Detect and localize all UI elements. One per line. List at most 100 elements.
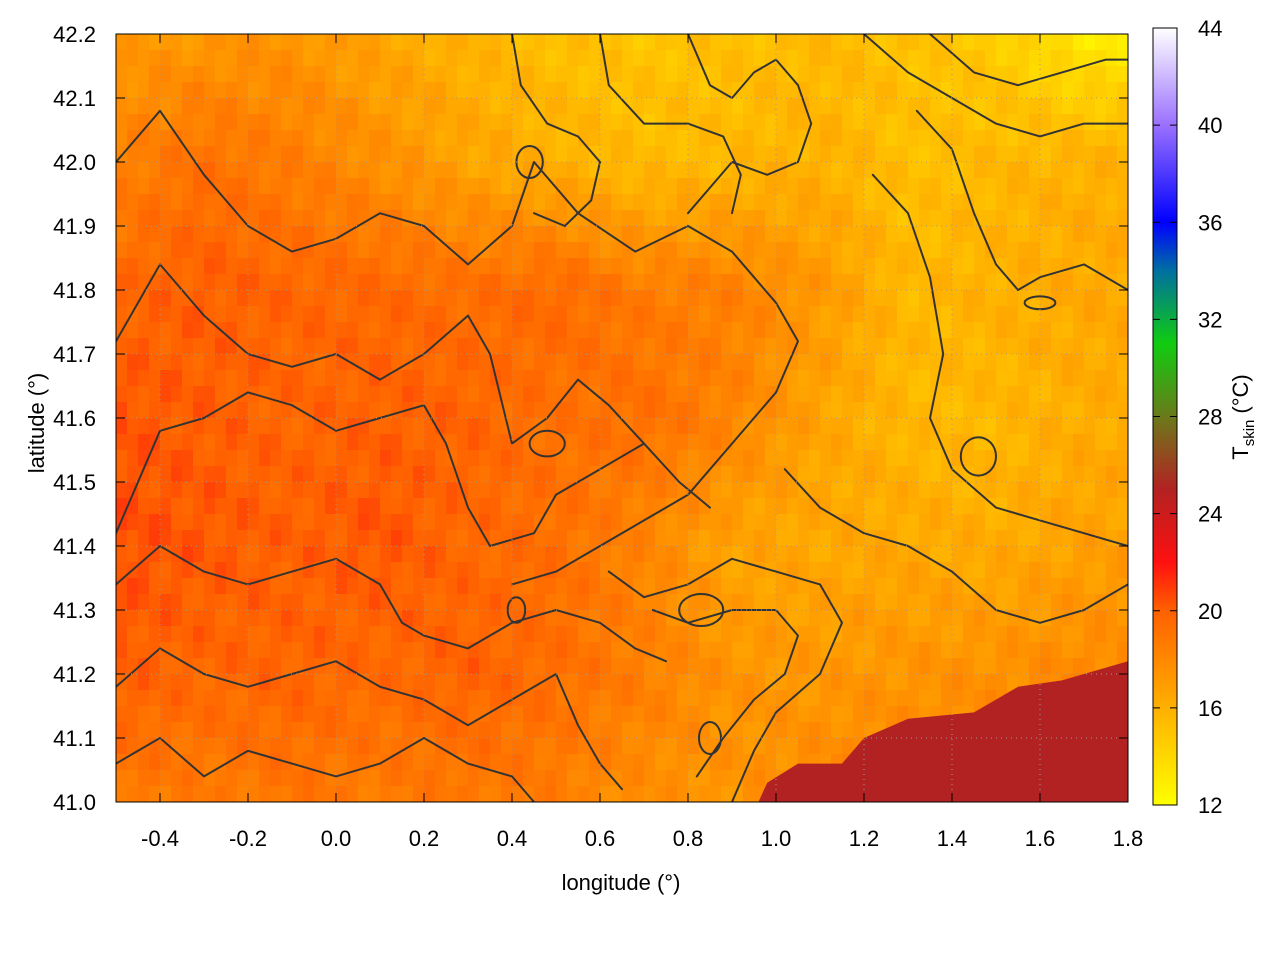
heat-cell: [171, 402, 183, 419]
heat-cell: [1117, 34, 1128, 51]
heat-cell: [600, 34, 612, 51]
heat-cell: [589, 98, 601, 115]
heat-cell: [710, 514, 722, 531]
heat-cell: [369, 210, 381, 227]
heat-cell: [215, 450, 227, 467]
heat-cell: [633, 594, 645, 611]
heat-cell: [1117, 594, 1128, 611]
heat-cell: [952, 514, 964, 531]
heat-cell: [721, 642, 733, 659]
heat-cell: [974, 578, 986, 595]
heat-cell: [413, 114, 425, 131]
heat-cell: [303, 162, 315, 179]
heat-cell: [721, 578, 733, 595]
heat-cell: [798, 514, 810, 531]
heat-cell: [919, 178, 931, 195]
heat-cell: [446, 786, 458, 802]
heat-cell: [864, 242, 876, 259]
heat-cell: [325, 786, 337, 802]
heat-cell: [1018, 466, 1030, 483]
heat-cell: [160, 338, 172, 355]
heat-cell: [809, 690, 821, 707]
heat-cell: [1040, 306, 1052, 323]
heat-cell: [215, 706, 227, 723]
heat-cell: [787, 306, 799, 323]
heat-cell: [919, 706, 931, 723]
heat-cell: [732, 466, 744, 483]
heat-cell: [402, 578, 414, 595]
heat-cell: [193, 482, 205, 499]
heat-cell: [281, 290, 293, 307]
heat-cell: [941, 226, 953, 243]
heat-cell: [963, 626, 975, 643]
heat-cell: [743, 370, 755, 387]
heat-cell: [358, 674, 370, 691]
heat-cell: [919, 338, 931, 355]
heat-cell: [1073, 562, 1085, 579]
heat-cell: [226, 242, 238, 259]
heat-cell: [435, 258, 447, 275]
heat-cell: [292, 450, 304, 467]
heat-cell: [534, 642, 546, 659]
heat-cell: [545, 674, 557, 691]
heat-cell: [677, 690, 689, 707]
heat-cell: [820, 226, 832, 243]
heat-cell: [138, 290, 150, 307]
heat-cell: [941, 242, 953, 259]
heat-cell: [886, 466, 898, 483]
y-tick-label: 41.5: [53, 470, 96, 495]
heat-cell: [765, 754, 777, 771]
heat-cell: [886, 514, 898, 531]
heat-cell: [259, 274, 271, 291]
heat-cell: [259, 34, 271, 51]
heat-cell: [633, 498, 645, 515]
heat-cell: [402, 34, 414, 51]
heat-cell: [809, 354, 821, 371]
heat-cell: [710, 610, 722, 627]
heat-cell: [402, 242, 414, 259]
heat-cell: [380, 610, 392, 627]
heat-cell: [1073, 274, 1085, 291]
heat-cell: [292, 418, 304, 435]
heat-cell: [149, 322, 161, 339]
heat-cell: [292, 594, 304, 611]
heat-cell: [314, 546, 326, 563]
heat-cell: [479, 322, 491, 339]
heat-cell: [325, 242, 337, 259]
heat-cell: [941, 114, 953, 131]
heat-cell: [270, 162, 282, 179]
heat-cell: [193, 578, 205, 595]
heat-cell: [468, 178, 480, 195]
heat-cell: [666, 530, 678, 547]
heat-cell: [1040, 498, 1052, 515]
heat-cell: [941, 434, 953, 451]
heat-cell: [457, 658, 469, 675]
heat-cell: [754, 98, 766, 115]
heat-cell: [226, 354, 238, 371]
heat-cell: [765, 210, 777, 227]
heat-cell: [809, 194, 821, 211]
heat-cell: [798, 658, 810, 675]
heat-cell: [358, 578, 370, 595]
heat-cell: [182, 594, 194, 611]
heat-cell: [776, 418, 788, 435]
heat-cell: [138, 482, 150, 499]
heat-cell: [1106, 642, 1118, 659]
heat-cell: [215, 274, 227, 291]
heat-cell: [347, 722, 359, 739]
heat-cell: [941, 418, 953, 435]
heat-cell: [534, 354, 546, 371]
heat-cell: [1073, 450, 1085, 467]
heat-cell: [776, 674, 788, 691]
heat-cell: [204, 130, 216, 147]
heat-cell: [688, 162, 700, 179]
heat-cell: [567, 642, 579, 659]
heat-cell: [1051, 386, 1063, 403]
heat-cell: [446, 146, 458, 163]
heat-cell: [567, 546, 579, 563]
heat-cell: [325, 466, 337, 483]
heat-cell: [600, 82, 612, 99]
heat-cell: [996, 274, 1008, 291]
heat-cell: [1106, 530, 1118, 547]
heat-cell: [1051, 34, 1063, 51]
